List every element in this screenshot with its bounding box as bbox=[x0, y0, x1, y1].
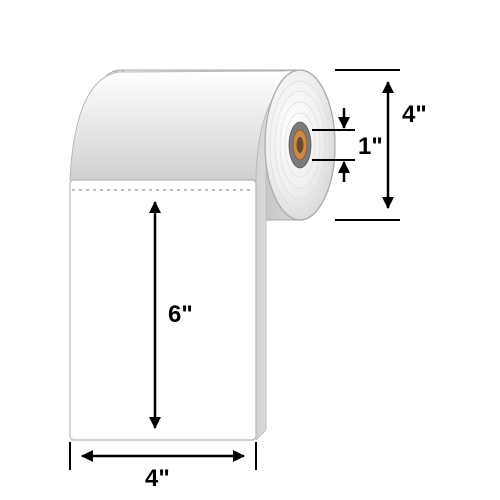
dimension-label-width: 4" bbox=[70, 442, 256, 492]
core-diameter-value: 1" bbox=[358, 133, 383, 160]
label-face bbox=[70, 180, 256, 440]
roll-diameter-value: 4" bbox=[402, 101, 427, 128]
label-roll-diagram: 6" 4" 4" 1" bbox=[0, 0, 500, 500]
label-height-value: 6" bbox=[168, 301, 193, 328]
roll-face bbox=[265, 70, 335, 220]
label-width-value: 4" bbox=[145, 465, 170, 492]
